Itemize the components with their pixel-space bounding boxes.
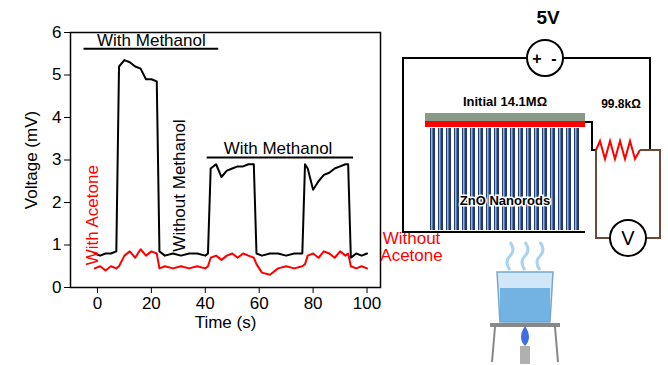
svg-text:60: 60 xyxy=(250,294,269,313)
svg-text:V: V xyxy=(621,227,635,249)
svg-text:With Acetone: With Acetone xyxy=(83,165,102,265)
svg-text:0: 0 xyxy=(93,294,102,313)
svg-text:99.8kΩ: 99.8kΩ xyxy=(601,97,641,111)
svg-text:Time (s): Time (s) xyxy=(195,313,257,332)
svg-text:80: 80 xyxy=(304,294,323,313)
svg-text:4: 4 xyxy=(52,108,61,127)
svg-text:6: 6 xyxy=(52,23,61,42)
svg-text:WithoutAcetone: WithoutAcetone xyxy=(380,229,442,265)
svg-text:5V: 5V xyxy=(536,7,560,28)
svg-text:0: 0 xyxy=(52,278,61,297)
svg-text:With Methanol: With Methanol xyxy=(224,139,333,158)
svg-text:-: - xyxy=(551,50,556,67)
svg-text:1: 1 xyxy=(52,235,61,254)
svg-text:Without Methanol: Without Methanol xyxy=(170,119,189,251)
svg-text:With Methanol: With Methanol xyxy=(97,31,206,50)
svg-text:20: 20 xyxy=(142,294,161,313)
svg-text:Voltage (mV): Voltage (mV) xyxy=(22,111,41,209)
svg-text:5: 5 xyxy=(52,65,61,84)
svg-text:40: 40 xyxy=(196,294,215,313)
svg-text:2: 2 xyxy=(52,193,61,212)
svg-text:ZnO Nanorods: ZnO Nanorods xyxy=(460,193,550,208)
svg-text:Initial 14.1MΩ: Initial 14.1MΩ xyxy=(463,94,547,109)
svg-text:100: 100 xyxy=(353,294,381,313)
svg-text:+: + xyxy=(532,50,541,67)
svg-text:3: 3 xyxy=(52,150,61,169)
